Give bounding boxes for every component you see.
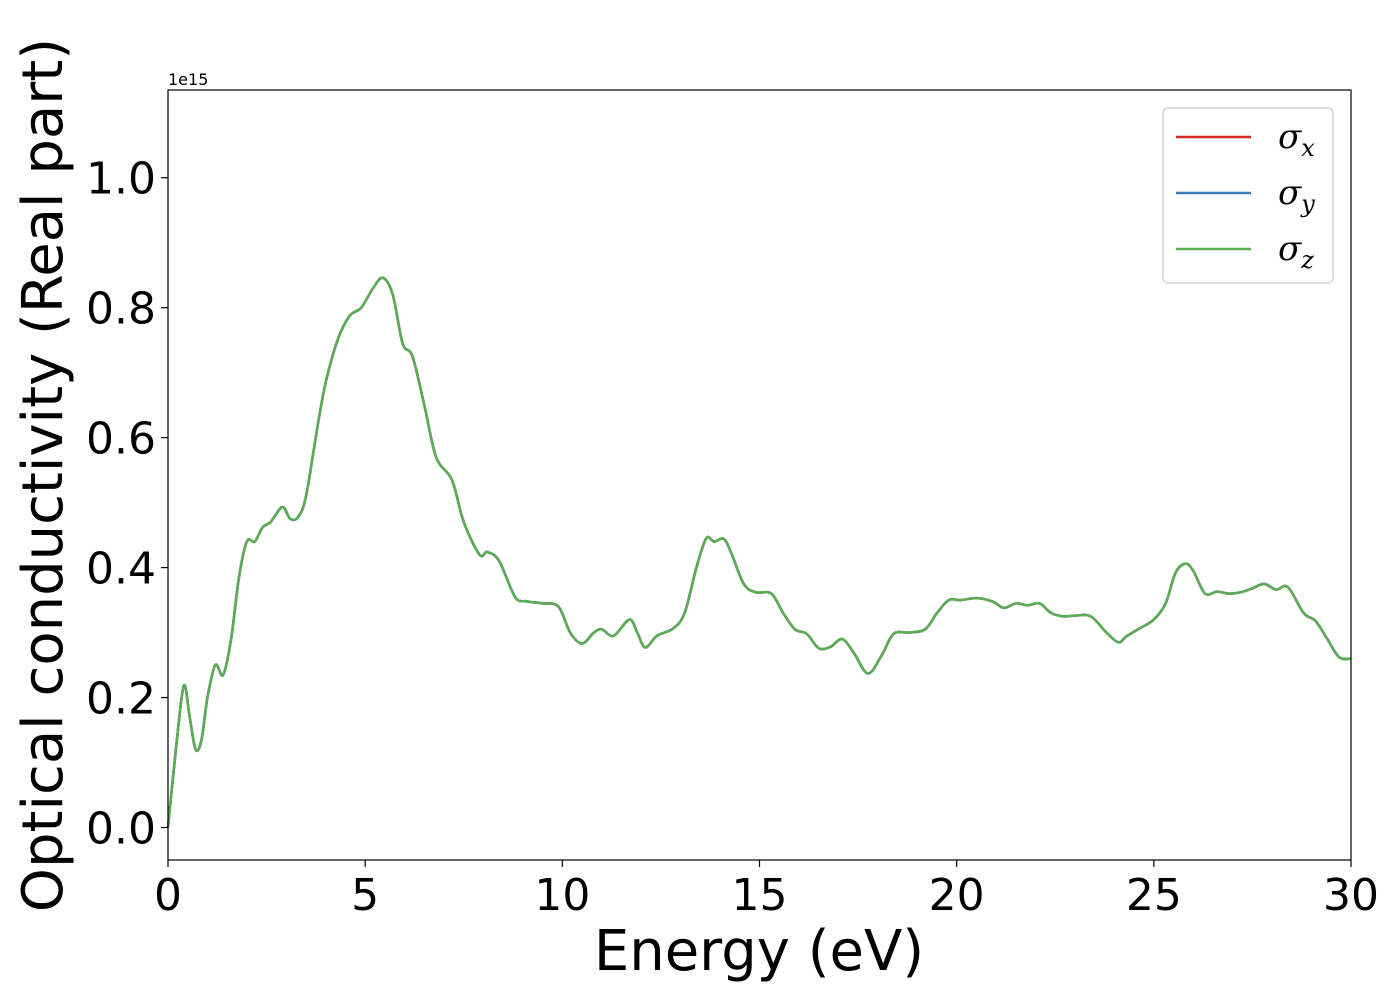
plot-frame: [167, 89, 1352, 861]
y-tick-label: 0.4: [86, 544, 156, 595]
x-tick-label: 30: [1323, 870, 1379, 921]
legend-box: [1162, 107, 1334, 284]
y-tick-label: 0.0: [86, 804, 156, 855]
series-line-sigma-z: [166, 276, 1352, 828]
x-tick-label: 15: [732, 870, 788, 921]
series-layer: [166, 276, 1352, 828]
y-offset-label: 1e15: [168, 70, 208, 89]
x-tick-label: 0: [154, 870, 182, 921]
y-tick-label: 1.0: [86, 154, 156, 205]
legend-label-sigma-x: σx: [1278, 117, 1315, 162]
plot-area-background: [168, 90, 1351, 860]
legend: σx σy σz: [1162, 107, 1334, 284]
y-tick-label: 0.6: [86, 414, 156, 465]
y-tick-label: 0.2: [86, 674, 156, 725]
y-tick-label: 0.8: [86, 284, 156, 335]
x-tick-label: 10: [534, 870, 590, 921]
x-tick-label: 5: [351, 870, 379, 921]
x-tick-label: 20: [929, 870, 985, 921]
legend-label-sigma-y: σy: [1278, 173, 1315, 218]
legend-label-sigma-z: σz: [1278, 229, 1314, 274]
y-axis-label: Optical conductivity (Real part): [11, 38, 76, 912]
ticks-layer: 0 5 10 15 20 25 30 0.0 0.2 0.4 0.6 0.8 1.0: [86, 154, 1379, 921]
x-tick-label: 25: [1126, 870, 1182, 921]
x-axis-label: Energy (eV): [594, 919, 924, 984]
